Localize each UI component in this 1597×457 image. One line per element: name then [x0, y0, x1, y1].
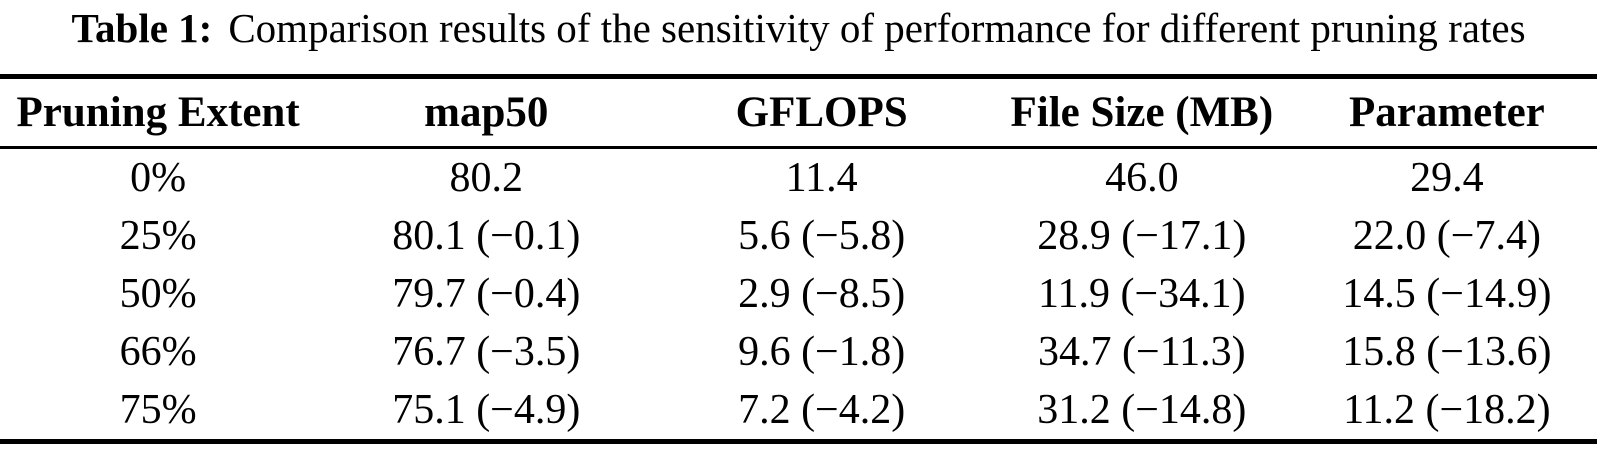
cell-gflops: 9.6 (−1.8): [738, 329, 906, 375]
cell-parameter: 22.0 (−7.4): [1352, 213, 1541, 259]
cell-gflops: 7.2 (−4.2): [738, 387, 906, 433]
results-table: Pruning Extent map50 GFLOPS File Size (M…: [0, 74, 1597, 444]
table-row: 25% 80.1 (−0.1) 5.6 (−5.8) 28.9 (−17.1) …: [0, 207, 1597, 265]
header-cell-pruning-extent: Pruning Extent: [0, 76, 317, 149]
cell-map50: 80.2: [449, 155, 524, 201]
cell-file-size: 46.0: [1105, 155, 1179, 201]
cell-pruning-extent: 0%: [130, 155, 187, 201]
cell-gflops: 11.4: [785, 155, 858, 201]
cell-file-size: 31.2 (−14.8): [1037, 387, 1247, 433]
cell-map50: 75.1 (−4.9): [392, 387, 581, 433]
table-body: 0% 80.2 11.4 46.0 29.4 25% 80.1 (−0.1) 5…: [0, 148, 1597, 442]
cell-gflops: 2.9 (−8.5): [738, 271, 906, 317]
table-row: 0% 80.2 11.4 46.0 29.4: [0, 148, 1597, 208]
table-header: Pruning Extent map50 GFLOPS File Size (M…: [0, 76, 1597, 149]
cell-map50: 80.1 (−0.1): [392, 213, 581, 259]
cell-pruning-extent: 50%: [119, 271, 197, 317]
table-caption-text: Comparison results of the sensitivity of…: [228, 5, 1526, 51]
cell-parameter: 29.4: [1410, 155, 1484, 201]
header-cell-gflops: GFLOPS: [656, 76, 987, 149]
table-caption: Table 1: Comparison results of the sensit…: [0, 0, 1597, 74]
table-caption-label: Table 1:: [71, 5, 213, 51]
header-cell-map50: map50: [316, 76, 657, 149]
header-row: Pruning Extent map50 GFLOPS File Size (M…: [0, 76, 1597, 149]
table-row: 66% 76.7 (−3.5) 9.6 (−1.8) 34.7 (−11.3) …: [0, 323, 1597, 381]
header-cell-parameter: Parameter: [1296, 76, 1597, 149]
cell-parameter: 14.5 (−14.9): [1342, 271, 1552, 317]
cell-pruning-extent: 66%: [119, 329, 197, 375]
cell-parameter: 15.8 (−13.6): [1342, 329, 1552, 375]
cell-pruning-extent: 25%: [119, 213, 197, 259]
cell-map50: 79.7 (−0.4): [392, 271, 581, 317]
table-row: 75% 75.1 (−4.9) 7.2 (−4.2) 31.2 (−14.8) …: [0, 381, 1597, 442]
cell-file-size: 11.9 (−34.1): [1038, 271, 1246, 317]
table-row: 50% 79.7 (−0.4) 2.9 (−8.5) 11.9 (−34.1) …: [0, 265, 1597, 323]
cell-file-size: 34.7 (−11.3): [1038, 329, 1246, 375]
cell-gflops: 5.6 (−5.8): [738, 213, 906, 259]
cell-file-size: 28.9 (−17.1): [1037, 213, 1247, 259]
cell-parameter: 11.2 (−18.2): [1343, 387, 1551, 433]
header-cell-file-size: File Size (MB): [986, 76, 1297, 149]
cell-pruning-extent: 75%: [119, 387, 197, 433]
cell-map50: 76.7 (−3.5): [392, 329, 581, 375]
